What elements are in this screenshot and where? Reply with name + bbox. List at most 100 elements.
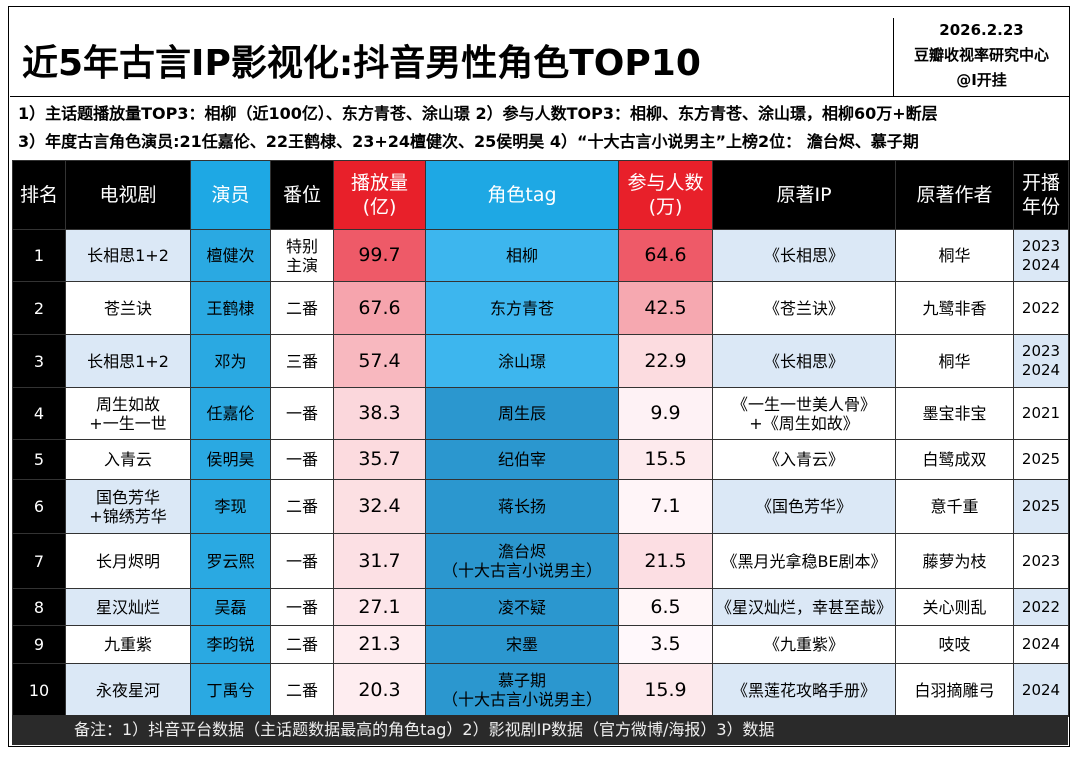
cell: 二番 xyxy=(270,479,334,534)
date: 2026.2.23 xyxy=(939,21,1024,39)
cell: 纪伯宰 xyxy=(425,439,619,480)
cell: 32.4 xyxy=(333,479,426,534)
column-header: 原著IP xyxy=(712,160,896,230)
divider xyxy=(10,96,1070,97)
cell: 一番 xyxy=(270,533,334,589)
cell: 21.3 xyxy=(333,625,426,664)
cell: 邓为 xyxy=(190,334,271,388)
cell: 周生如故 +一生一世 xyxy=(65,387,191,440)
cell: 东方青苍 xyxy=(425,281,619,335)
title: 近5年古言IP影视化:抖音男性角色TOP10 xyxy=(22,43,701,84)
cell: 10 xyxy=(12,663,66,717)
cell: 入青云 xyxy=(65,439,191,480)
note: 1）主话题播放量TOP3：相柳（近100亿）、东方青苍、涂山璟 2）参与人数TO… xyxy=(18,104,938,123)
cell: 64.6 xyxy=(618,229,713,282)
cell: 9 xyxy=(12,625,66,664)
cell: 2024 xyxy=(1013,625,1069,664)
cell: 涂山璟 xyxy=(425,334,619,388)
cell: 丁禹兮 xyxy=(190,663,271,717)
frame xyxy=(8,6,1070,747)
cell: 九重紫 xyxy=(65,625,191,664)
table-row: 8 星汉灿烂 吴磊 一番 27.1 凌不疑 6.5 《星汉灿烂，幸甚至哉》 关心则乱 2022 xyxy=(12,588,1069,626)
cell: 15.5 xyxy=(618,439,713,480)
cell: 42.5 xyxy=(618,281,713,335)
table-row: 2 苍兰诀 王鹤棣 二番 67.6 东方青苍 42.5 《苍兰诀》 九鹭非香 2022 xyxy=(12,281,1069,335)
cell: 桐华 xyxy=(895,334,1014,388)
cell: 21.5 xyxy=(618,533,713,589)
cell: 周生辰 xyxy=(425,387,619,440)
cell: 《苍兰诀》 xyxy=(712,281,896,335)
author: @I开挂 xyxy=(956,71,1007,89)
cell: 檀健次 xyxy=(190,229,271,282)
cell: 白羽摘雕弓 xyxy=(895,663,1014,717)
cell: 99.7 xyxy=(333,229,426,282)
cell: 7.1 xyxy=(618,479,713,534)
cell: 《长相思》 xyxy=(712,229,896,282)
cell: 二番 xyxy=(270,281,334,335)
cell: 35.7 xyxy=(333,439,426,480)
cell: 李昀锐 xyxy=(190,625,271,664)
cell: 吱吱 xyxy=(895,625,1014,664)
footer: 备注：1）抖音平台数据（主话题数据最高的角色tag）2）影视剧IP数据（官方微博… xyxy=(12,715,1068,745)
cell: 《星汉灿烂，幸甚至哉》 xyxy=(712,588,896,626)
cell: 15.9 xyxy=(618,663,713,717)
column-header: 原著作者 xyxy=(895,160,1014,230)
cell: 2023 2024 xyxy=(1013,334,1069,388)
cell: 《入青云》 xyxy=(712,439,896,480)
cell: 蒋长扬 xyxy=(425,479,619,534)
column-header: 角色tag xyxy=(425,160,619,230)
cell: 长相思1+2 xyxy=(65,334,191,388)
cell: 4 xyxy=(12,387,66,440)
cell: 5 xyxy=(12,439,66,480)
cell: 《黑莲花攻略手册》 xyxy=(712,663,896,717)
cell: 《黑月光拿稳BE剧本》 xyxy=(712,533,896,589)
cell: 二番 xyxy=(270,625,334,664)
table-row: 10 永夜星河 丁禹兮 二番 20.3 慕子期 （十大古言小说男主） 15.9 《黑莲花攻略手… xyxy=(12,663,1069,717)
cell: 三番 xyxy=(270,334,334,388)
cell: 6.5 xyxy=(618,588,713,626)
cell: 长相思1+2 xyxy=(65,229,191,282)
cell: 57.4 xyxy=(333,334,426,388)
cell: 2 xyxy=(12,281,66,335)
cell: 藤萝为枝 xyxy=(895,533,1014,589)
cell: 永夜星河 xyxy=(65,663,191,717)
source: 豆瓣收视率研究中心 xyxy=(913,46,1049,64)
cell: 一番 xyxy=(270,439,334,480)
notes: 1）主话题播放量TOP3：相柳（近100亿）、东方青苍、涂山璟 2）参与人数TO… xyxy=(18,100,938,156)
cell: 凌不疑 xyxy=(425,588,619,626)
column-header: 开播 年份 xyxy=(1013,160,1069,230)
table-row: 9 九重紫 李昀锐 二番 21.3 宋墨 3.5 《九重紫》 吱吱 2024 xyxy=(12,625,1069,664)
cell: 38.3 xyxy=(333,387,426,440)
cell: 8 xyxy=(12,588,66,626)
column-header: 参与人数 (万) xyxy=(618,160,713,230)
cell: 相柳 xyxy=(425,229,619,282)
table-row: 7 长月烬明 罗云熙 一番 31.7 澹台烬 （十大古言小说男主） 21.5 《黑月光拿稳BE… xyxy=(12,533,1069,589)
cell: 一番 xyxy=(270,588,334,626)
note: 3）年度古言角色演员:21任嘉伦、22王鹤棣、23+24檀健次、25侯明昊 4）… xyxy=(18,132,919,151)
cell: 9.9 xyxy=(618,387,713,440)
cell: 吴磊 xyxy=(190,588,271,626)
column-header: 番位 xyxy=(270,160,334,230)
cell: 宋墨 xyxy=(425,625,619,664)
cell: 侯明昊 xyxy=(190,439,271,480)
column-header: 播放量 (亿) xyxy=(333,160,426,230)
cell: 白鹭成双 xyxy=(895,439,1014,480)
column-header: 排名 xyxy=(12,160,66,230)
cell: 3.5 xyxy=(618,625,713,664)
cell: 二番 xyxy=(270,663,334,717)
table-row: 1 长相思1+2 檀健次 特别 主演 99.7 相柳 64.6 《长相思》 桐华 2023 202… xyxy=(12,229,1069,282)
cell: 墨宝非宝 xyxy=(895,387,1014,440)
cell: 长月烬明 xyxy=(65,533,191,589)
cell: 《九重紫》 xyxy=(712,625,896,664)
cell: 2024 xyxy=(1013,663,1069,717)
cell: 九鹭非香 xyxy=(895,281,1014,335)
cell: 慕子期 （十大古言小说男主） xyxy=(425,663,619,717)
table-row: 6 国色芳华 +锦绣芳华 李现 二番 32.4 蒋长扬 7.1 《国色芳华》 意千重 2025 xyxy=(12,479,1069,534)
cell: 星汉灿烂 xyxy=(65,588,191,626)
cell: 《长相思》 xyxy=(712,334,896,388)
cell: 1 xyxy=(12,229,66,282)
cell: 苍兰诀 xyxy=(65,281,191,335)
cell: 李现 xyxy=(190,479,271,534)
table-row: 4 周生如故 +一生一世 任嘉伦 一番 38.3 周生辰 9.9 《一生一世美人骨》 +《周生… xyxy=(12,387,1069,440)
cell: 《一生一世美人骨》 +《周生如故》 xyxy=(712,387,896,440)
